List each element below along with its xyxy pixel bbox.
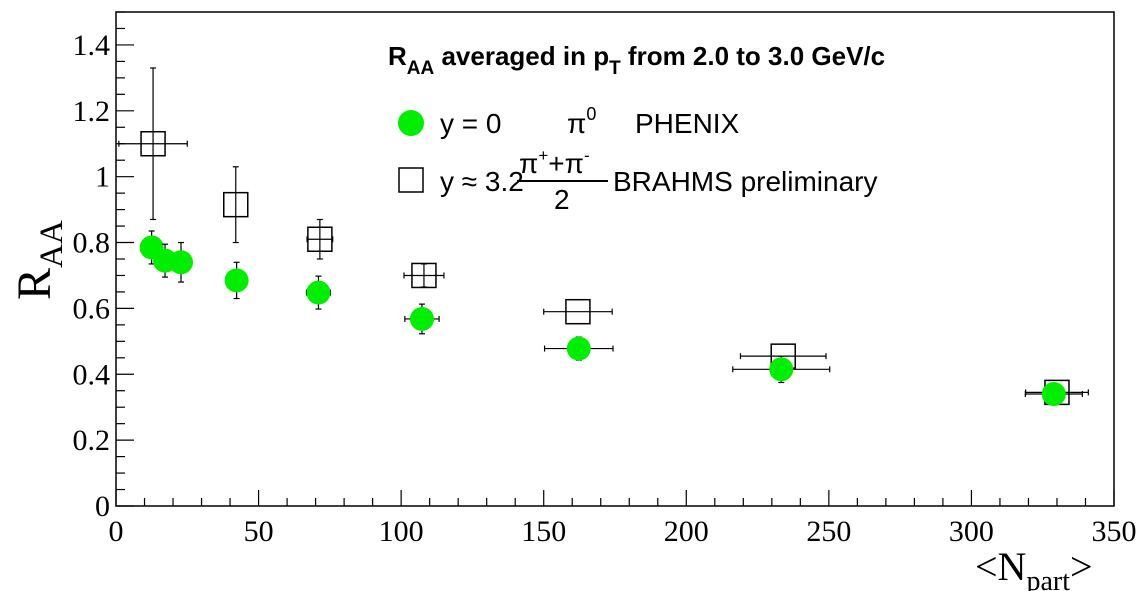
x-tick-label: 0 (109, 515, 124, 548)
phenix-point (732, 355, 831, 384)
y-tick-label: 0.4 (73, 358, 111, 391)
phenix-marker (169, 250, 194, 275)
plot-frame (115, 11, 1115, 507)
phenix-point (1024, 382, 1083, 407)
phenix-point (404, 303, 440, 335)
legend-header: RAA averaged in pT from 2.0 to 3.0 GeV/c (388, 41, 885, 79)
legend: RAA averaged in pT from 2.0 to 3.0 GeV/c… (388, 41, 885, 215)
phenix-marker (769, 357, 794, 382)
legend-phenix-y: y = 0 (440, 108, 501, 139)
x-tick-label: 350 (1092, 515, 1137, 548)
brahms-marker (223, 191, 249, 218)
brahms-marker (411, 262, 437, 289)
y-tick-label: 0.2 (73, 424, 111, 457)
legend-brahms-denominator: 2 (554, 184, 570, 215)
x-tick-label: 100 (379, 515, 424, 548)
data-points (118, 67, 1089, 407)
phenix-point (305, 275, 332, 310)
brahms-point (306, 218, 334, 260)
brahms-marker (307, 226, 333, 252)
y-tick-label: 0.8 (73, 227, 111, 260)
legend-phenix-experiment: PHENIX (635, 108, 740, 139)
x-tick-label: 50 (244, 515, 274, 548)
legend-marker-brahms (398, 167, 424, 193)
brahms-point (118, 67, 188, 221)
y-tick-label: 1.2 (73, 95, 111, 128)
x-tick-label: 300 (949, 515, 994, 548)
y-tick-label: 1.4 (73, 29, 111, 62)
phenix-marker (566, 336, 591, 361)
brahms-point (403, 262, 445, 289)
brahms-point (543, 298, 613, 325)
legend-marker-phenix (398, 110, 424, 136)
phenix-point (543, 336, 614, 361)
x-tick-label: 150 (521, 515, 566, 548)
brahms-marker (140, 130, 166, 157)
brahms-point (223, 166, 249, 244)
brahms-marker (565, 298, 591, 325)
legend-brahms-experiment: BRAHMS preliminary (613, 166, 878, 197)
x-tick-label: 200 (664, 515, 709, 548)
phenix-point (169, 241, 194, 283)
legend-phenix-particle: π0 (567, 104, 596, 139)
x-tick-label: 250 (806, 515, 851, 548)
phenix-marker (1041, 382, 1066, 407)
phenix-marker (306, 280, 331, 305)
x-axis-title: <Npart> (975, 544, 1093, 591)
legend-brahms-numerator: π++π- (519, 146, 590, 179)
axes: 0 50 100 150 200 250 300 350 0 0.2 0.4 0.6 0.8 1 1.2 1.… (73, 11, 1137, 548)
phenix-marker (224, 268, 249, 293)
phenix-marker (409, 306, 434, 331)
y-tick-label: 0.6 (73, 292, 111, 325)
y-axis-title: RAA (8, 220, 70, 300)
y-tick-label: 1 (95, 161, 110, 194)
y-tick-label: 0 (95, 490, 110, 523)
legend-brahms-y: y ≈ 3.2 (440, 166, 524, 197)
phenix-point (224, 261, 249, 300)
